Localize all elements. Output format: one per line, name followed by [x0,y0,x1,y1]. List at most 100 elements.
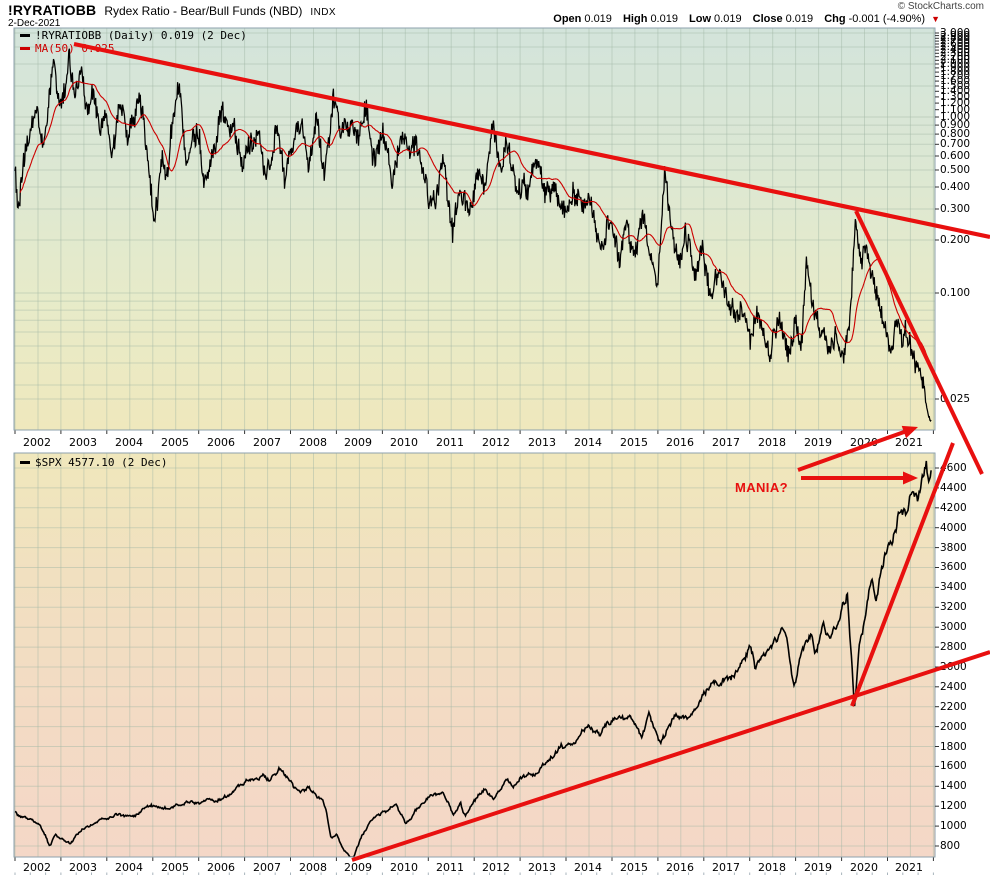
x-axis-year-label: 2021 [895,861,923,874]
high-label: High [622,13,648,25]
x-axis-year-label: 2019 [804,436,832,449]
x-axis-year-label: 2012 [482,436,510,449]
open-value: 0.019 [584,13,612,25]
spx-y-tick-label: 4200 [940,502,967,514]
x-axis-year-label: 2009 [344,436,372,449]
x-axis-year-label: 2020 [850,436,878,449]
spx-y-tick-label: 4000 [940,522,967,534]
change-down-icon: ▼ [931,14,940,24]
x-axis-year-label: 2006 [207,861,235,874]
ratio-y-tick-label: 2.800 [940,32,971,44]
x-axis-year-label: 2010 [390,861,418,874]
copyright: © StockCharts.com [897,1,984,12]
close-label: Close [752,13,783,25]
ratio-y-tick-label: 0.300 [940,203,971,215]
x-axis-year-label: 2015 [620,861,648,874]
x-axis-year-label: 2002 [23,861,51,874]
x-axis-year-label: 2020 [850,861,878,874]
x-axis-year-label: 2006 [207,436,235,449]
x-axis-year-label: 2011 [436,861,464,874]
ratio-y-tick-label: 2.900 [940,30,971,42]
ma-swatch [20,47,30,50]
change-label: Chg [824,13,846,25]
ratio-legend-ma-row: MA(50) 0.025 [20,42,247,55]
x-axis-year-label: 2007 [253,436,281,449]
spx-legend-label: $SPX 4577.10 (2 Dec) [35,456,168,469]
spx-y-tick-label: 3600 [940,561,967,573]
x-axis-year-label: 2002 [23,436,51,449]
x-axis-year-label: 2019 [804,861,832,874]
x-axis-year-label: 2021 [895,436,923,449]
x-axis-year-label: 2016 [666,436,694,449]
spx-y-tick-label: 1800 [940,741,967,753]
low-label: Low [689,13,712,25]
spx-legend-series-row: $SPX 4577.10 (2 Dec) [20,456,167,469]
x-axis-year-label: 2007 [253,861,281,874]
spx-y-tick-label: 2000 [940,721,967,733]
open-label: Open [553,13,582,25]
ma-legend-label: MA(50) 0.025 [35,42,115,55]
x-axis-year-label: 2018 [758,861,786,874]
ratio-legend-series-row: !RYRATIOBB (Daily) 0.019 (2 Dec) [20,29,247,42]
x-axis-year-label: 2014 [574,861,602,874]
x-axis-year-label: 2005 [161,436,189,449]
x-axis-year-label: 2004 [115,861,143,874]
x-axis-year-label: 2005 [161,861,189,874]
ratio-y-tick-label: 3.000 [940,27,971,39]
spx-legend: $SPX 4577.10 (2 Dec) [20,456,167,469]
spx-series-swatch [20,461,30,464]
close-value: 0.019 [785,13,814,25]
ohlc-quote-row: Open 0.019 High 0.019 Low 0.019 Close 0.019 … [545,13,940,25]
spx-y-tick-label: 2600 [940,661,967,673]
ratio-legend-label: !RYRATIOBB (Daily) 0.019 (2 Dec) [35,29,247,42]
ratio-y-tick-label: 0.025 [940,393,971,405]
exchange-label: INDX [310,7,336,18]
x-axis-year-label: 2003 [69,861,97,874]
x-axis-year-label: 2017 [712,861,740,874]
spx-y-tick-label: 800 [940,840,961,852]
ratio-y-tick-label: 0.500 [940,164,971,176]
chart-header: !RYRATIOBB Rydex Ratio - Bear/Bull Funds… [8,2,336,18]
low-value: 0.019 [714,13,742,25]
spx-y-tick-label: 3800 [940,542,967,554]
spx-y-tick-label: 1400 [940,780,967,792]
spx-y-tick-label: 3400 [940,581,967,593]
spx-y-tick-label: 4600 [940,462,967,474]
x-axis-year-label: 2016 [666,861,694,874]
x-axis-year-label: 2004 [115,436,143,449]
ratio-y-tick-label: 0.200 [940,234,971,246]
x-axis-year-label: 2017 [712,436,740,449]
spx-y-tick-label: 3000 [940,621,967,633]
ratio-y-tick-label: 0.700 [940,138,971,150]
x-axis-year-label: 2009 [344,861,372,874]
symbol: !RYRATIOBB [8,2,97,18]
ratio-legend: !RYRATIOBB (Daily) 0.019 (2 Dec) MA(50) … [20,29,247,55]
spx-y-tick-label: 4400 [940,482,967,494]
x-axis-year-label: 2012 [482,861,510,874]
mania-annotation: MANIA? [735,480,788,495]
spx-y-tick-label: 2800 [940,641,967,653]
x-axis-year-label: 2008 [299,861,327,874]
page-title: Rydex Ratio - Bear/Bull Funds (NBD) [104,4,303,18]
spx-y-tick-label: 1000 [940,820,967,832]
x-axis-year-label: 2018 [758,436,786,449]
x-axis-year-label: 2003 [69,436,97,449]
change-value: -0.001 (-4.90%) [848,13,926,25]
x-axis-year-label: 2008 [299,436,327,449]
x-axis-year-label: 2011 [436,436,464,449]
ratio-y-tick-label: 0.600 [940,150,971,162]
high-value: 0.019 [650,13,678,25]
series-swatch [20,34,30,37]
x-axis-year-label: 2013 [528,861,556,874]
chart-date: 2-Dec-2021 [8,18,61,29]
ratio-y-tick-label: 0.100 [940,287,971,299]
spx-y-tick-label: 1200 [940,800,967,812]
x-axis-year-label: 2013 [528,436,556,449]
spx-y-tick-label: 3200 [940,601,967,613]
x-axis-year-label: 2014 [574,436,602,449]
ratio-y-tick-label: 0.400 [940,181,971,193]
x-axis-year-label: 2015 [620,436,648,449]
spx-y-tick-label: 1600 [940,760,967,772]
spx-y-tick-label: 2200 [940,701,967,713]
